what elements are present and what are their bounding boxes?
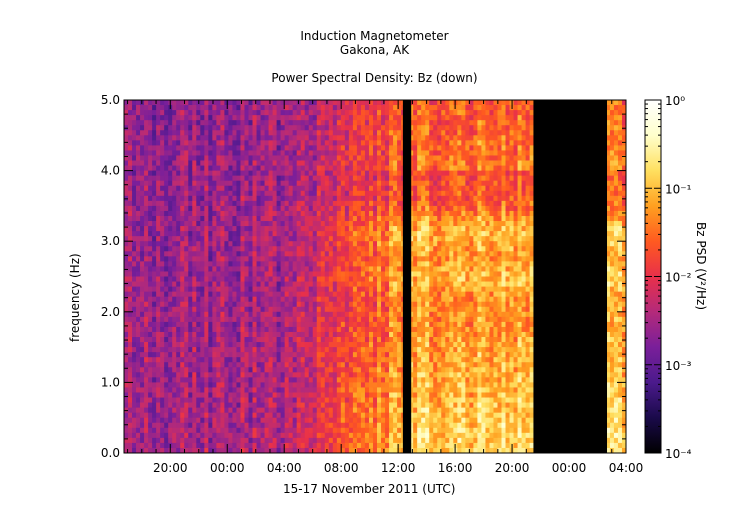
data-gap-0 — [402, 100, 412, 453]
x-tick-label: 00:00 — [210, 461, 245, 475]
spectrogram-heatmap — [124, 100, 627, 454]
x-tick-label: 20:00 — [153, 461, 188, 475]
y-tick-label: 5.0 — [101, 93, 120, 107]
plot-title: Power Spectral Density: Bz (down) — [271, 71, 478, 85]
colorbar-label: Bz PSD (V²/Hz) — [694, 222, 708, 311]
y-tick-label: 3.0 — [101, 234, 120, 248]
colorbar-tick-label: 10⁻² — [665, 271, 692, 285]
plot-frame — [123, 99, 627, 454]
colorbar-tick-label: 10⁰ — [665, 94, 685, 108]
chart-subtitle: Gakona, AK — [339, 43, 410, 57]
x-axis: 20:00 00:00 04:00 08:00 12:00 16:00 20:00 00:00… — [127, 100, 644, 475]
data-gaps — [402, 100, 608, 453]
data-gap-1 — [533, 100, 608, 453]
y-axis: 0.0 1.0 2.0 3.0 4.0 5.0 — [101, 93, 626, 460]
chart-title: Induction Magnetometer — [300, 29, 449, 43]
y-axis-label: frequency (Hz) — [68, 253, 82, 342]
y-tick-label: 0.0 — [101, 446, 120, 460]
y-tick-label: 2.0 — [101, 305, 120, 319]
x-tick-label: 04:00 — [609, 461, 644, 475]
colorbar-axis: 10⁻⁴ 10⁻³ 10⁻² 10⁻¹ 10⁰ — [645, 94, 692, 461]
x-tick-label: 16:00 — [438, 461, 473, 475]
y-tick-label: 1.0 — [101, 375, 120, 389]
x-tick-label: 20:00 — [495, 461, 530, 475]
colorbar-tick-label: 10⁻¹ — [665, 182, 692, 196]
x-tick-label: 08:00 — [324, 461, 359, 475]
x-axis-label: 15-17 November 2011 (UTC) — [283, 482, 456, 496]
colorbar-tick-label: 10⁻³ — [665, 359, 692, 373]
y-tick-label: 4.0 — [101, 164, 120, 178]
x-tick-label: 04:00 — [267, 461, 302, 475]
x-tick-label: 00:00 — [552, 461, 587, 475]
colorbar-tick-label: 10⁻⁴ — [665, 447, 692, 461]
x-tick-label: 12:00 — [381, 461, 416, 475]
